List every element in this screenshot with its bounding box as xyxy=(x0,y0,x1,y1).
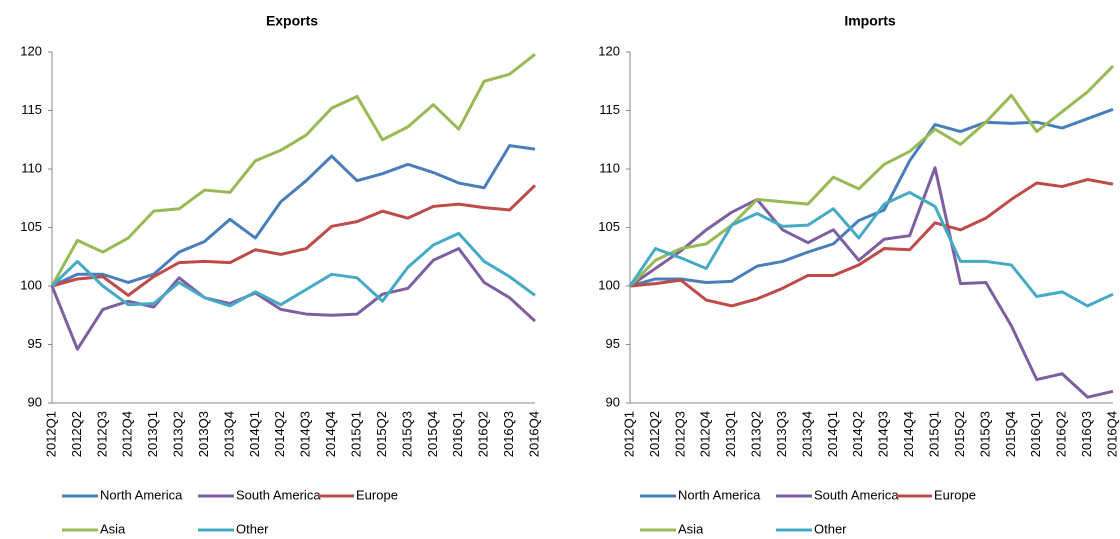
legend-label: North America xyxy=(100,487,183,502)
legend-label: Europe xyxy=(934,487,976,502)
legend-label: Asia xyxy=(100,521,126,536)
y-tick-label: 95 xyxy=(28,336,42,351)
x-tick-label: 2013Q1 xyxy=(723,411,738,457)
series-line xyxy=(628,190,1114,308)
x-tick-label: 2012Q3 xyxy=(94,411,109,457)
legend-label: South America xyxy=(814,487,899,502)
x-tick-label: 2016Q3 xyxy=(1079,411,1094,457)
series-line xyxy=(50,231,536,308)
series-line xyxy=(51,144,536,288)
x-tick-label: 2012Q2 xyxy=(647,411,662,457)
y-tick-label: 115 xyxy=(599,102,620,117)
x-tick-label: 2013Q4 xyxy=(799,411,814,457)
x-tick-label: 2013Q1 xyxy=(145,411,160,457)
x-tick-label: 2015Q3 xyxy=(399,411,414,457)
series-line xyxy=(50,53,536,287)
legend-label: South America xyxy=(236,487,321,502)
x-tick-label: 2014Q4 xyxy=(901,411,916,457)
x-tick-label: 2016Q4 xyxy=(526,411,541,457)
y-tick-label: 90 xyxy=(606,394,620,409)
x-tick-label: 2014Q1 xyxy=(247,411,262,457)
x-tick-label: 2012Q4 xyxy=(698,411,713,457)
x-tick-label: 2013Q4 xyxy=(221,411,236,457)
x-tick-label: 2015Q4 xyxy=(1003,411,1018,457)
x-tick-label: 2016Q1 xyxy=(450,411,465,457)
x-tick-label: 2015Q2 xyxy=(374,411,389,457)
y-tick-label: 110 xyxy=(21,160,42,175)
x-tick-label: 2015Q3 xyxy=(977,411,992,457)
y-tick-label: 90 xyxy=(28,394,42,409)
y-tick-label: 120 xyxy=(598,43,620,58)
y-tick-label: 100 xyxy=(20,277,42,292)
series-line xyxy=(628,64,1115,288)
y-tick-label: 105 xyxy=(598,219,620,234)
x-tick-label: 2013Q2 xyxy=(749,411,764,457)
legend-label: Europe xyxy=(356,487,398,502)
chart-title: Exports xyxy=(266,13,318,29)
x-tick-label: 2016Q4 xyxy=(1104,411,1119,457)
legend-label: North America xyxy=(678,487,761,502)
series-line xyxy=(629,166,1114,399)
legend-label: Other xyxy=(814,521,847,536)
x-tick-label: 2016Q2 xyxy=(476,411,491,457)
y-tick-label: 100 xyxy=(598,277,620,292)
chart-title: Imports xyxy=(844,13,896,29)
y-tick-label: 120 xyxy=(20,43,42,58)
x-tick-label: 2016Q3 xyxy=(501,411,516,457)
x-tick-label: 2015Q2 xyxy=(952,411,967,457)
y-tick-label: 105 xyxy=(20,219,42,234)
x-tick-label: 2015Q1 xyxy=(348,411,363,457)
x-tick-label: 2014Q2 xyxy=(850,411,865,457)
x-tick-label: 2013Q2 xyxy=(171,411,186,457)
y-tick-label: 95 xyxy=(606,336,620,351)
y-tick-label: 115 xyxy=(21,102,42,117)
x-tick-label: 2012Q4 xyxy=(120,411,135,457)
x-tick-label: 2016Q2 xyxy=(1054,411,1069,457)
series-line xyxy=(629,178,1114,308)
series-line xyxy=(51,184,537,297)
legend-label: Asia xyxy=(678,521,704,536)
x-tick-label: 2012Q3 xyxy=(672,411,687,457)
x-tick-label: 2012Q1 xyxy=(43,411,58,457)
series-line xyxy=(629,107,1114,288)
x-tick-label: 2014Q1 xyxy=(825,411,840,457)
legend-label: Other xyxy=(236,521,269,536)
x-tick-label: 2016Q1 xyxy=(1028,411,1043,457)
x-tick-label: 2013Q3 xyxy=(774,411,789,457)
x-tick-label: 2012Q1 xyxy=(621,411,636,457)
x-tick-label: 2013Q3 xyxy=(196,411,211,457)
series-line xyxy=(50,247,537,351)
x-tick-label: 2014Q3 xyxy=(298,411,313,457)
x-tick-label: 2015Q1 xyxy=(926,411,941,457)
y-tick-label: 110 xyxy=(599,160,620,175)
x-tick-label: 2015Q4 xyxy=(425,411,440,457)
x-tick-label: 2014Q2 xyxy=(272,411,287,457)
x-tick-label: 2012Q2 xyxy=(69,411,84,457)
x-tick-label: 2014Q3 xyxy=(876,411,891,457)
x-tick-label: 2014Q4 xyxy=(323,411,338,457)
